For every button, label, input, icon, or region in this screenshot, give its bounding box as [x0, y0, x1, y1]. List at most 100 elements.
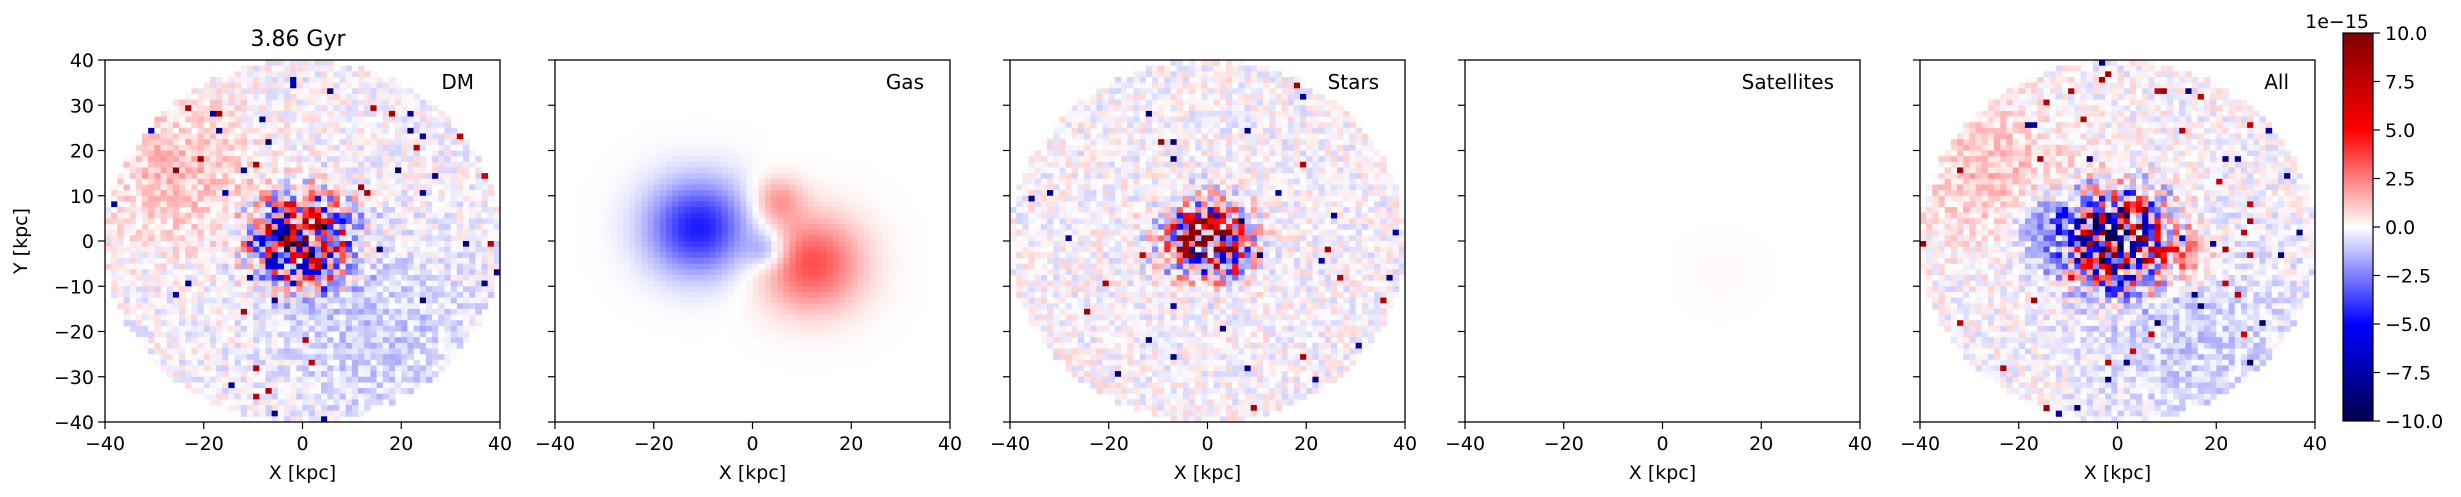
heatmap-cell	[438, 207, 445, 214]
heatmap-cell	[438, 122, 445, 129]
heatmap-cell	[296, 405, 303, 412]
heatmap-cell	[863, 167, 871, 174]
heatmap-cell	[333, 388, 340, 395]
heatmap-cell	[209, 376, 217, 383]
heatmap-cell	[783, 184, 790, 191]
heatmap-cell	[419, 359, 427, 366]
heatmap-cell	[160, 257, 168, 265]
heatmap-cell	[358, 156, 365, 163]
heatmap-cell	[172, 105, 180, 112]
heatmap-cell	[234, 382, 242, 389]
heatmap-cell	[172, 156, 180, 163]
heatmap-cell	[419, 144, 427, 151]
heatmap-cell	[758, 190, 766, 197]
heatmap-cell	[339, 161, 347, 168]
heatmap-cell	[672, 325, 679, 332]
heatmap-cell	[395, 257, 402, 265]
heatmap-cell	[246, 65, 254, 72]
heatmap-cell	[487, 257, 495, 265]
heatmap-cell	[666, 297, 673, 304]
heatmap-cell	[197, 122, 205, 129]
heatmap-cell	[160, 314, 168, 321]
heatmap-cell	[203, 376, 211, 383]
heatmap-cell	[191, 274, 198, 281]
heatmap-cell	[123, 218, 131, 225]
figure-title: 3.86 Gyr	[250, 27, 346, 52]
heatmap-cell	[246, 308, 254, 315]
heatmap-cell	[308, 274, 316, 281]
heatmap-cell	[370, 99, 377, 106]
heatmap-cell	[758, 224, 766, 231]
heatmap-cell	[752, 229, 760, 236]
heatmap-cell	[777, 184, 784, 191]
heatmap-cell	[826, 241, 834, 248]
heatmap-cell	[432, 297, 439, 304]
heatmap-cell	[395, 178, 402, 185]
heatmap-cell	[327, 105, 334, 112]
heatmap-cell	[659, 173, 667, 180]
heatmap-cell	[283, 365, 291, 372]
heatmap-cell	[585, 274, 593, 281]
heatmap-cell	[339, 105, 347, 112]
heatmap-cell	[814, 303, 821, 310]
heatmap-cell	[432, 246, 439, 253]
heatmap-cell	[727, 257, 735, 265]
heatmap-cell	[302, 337, 310, 344]
heatmap-cell	[659, 178, 667, 185]
heatmap-cell	[801, 354, 809, 361]
heatmap-cell	[814, 354, 821, 361]
heatmap-cell	[148, 212, 155, 219]
heatmap-cell	[191, 303, 198, 310]
heatmap-cell	[253, 365, 260, 372]
heatmap-cell	[321, 410, 328, 417]
heatmap-cell	[783, 201, 790, 208]
heatmap-cell	[259, 365, 266, 372]
heatmap-cell	[721, 127, 729, 134]
heatmap-cell	[358, 173, 365, 180]
heatmap-cell	[622, 167, 630, 174]
heatmap-cell	[358, 161, 365, 168]
heatmap-cell	[808, 365, 815, 372]
heatmap-cell	[863, 224, 871, 231]
heatmap-cell	[351, 110, 359, 117]
heatmap-cell	[222, 139, 229, 146]
heatmap-cell	[456, 337, 464, 344]
heatmap-cell	[746, 331, 753, 338]
heatmap-cell	[647, 178, 655, 185]
heatmap-cell	[209, 110, 217, 117]
heatmap-cell	[727, 303, 735, 310]
heatmap-cell	[703, 224, 710, 231]
heatmap-cell	[659, 184, 667, 191]
heatmap-cell	[302, 184, 310, 191]
heatmap-cell	[475, 195, 482, 202]
heatmap-cell	[493, 241, 501, 248]
heatmap-cell	[771, 156, 778, 163]
heatmap-cell	[191, 184, 198, 191]
heatmap-cell	[789, 291, 797, 298]
heatmap-cell	[715, 133, 723, 140]
heatmap-cell	[290, 150, 297, 157]
heatmap-cell	[659, 133, 667, 140]
heatmap-cell	[160, 212, 168, 219]
heatmap-cell	[672, 224, 679, 231]
heatmap-cell	[148, 331, 155, 338]
heatmap-cell	[703, 190, 710, 197]
heatmap-cell	[814, 263, 821, 270]
heatmap-cell	[333, 399, 340, 406]
heatmap-cell	[752, 195, 760, 202]
heatmap-cell	[746, 184, 753, 191]
heatmap-cell	[610, 274, 618, 281]
heatmap-cell	[838, 286, 846, 293]
heatmap-cell	[265, 93, 273, 100]
heatmap-cell	[253, 195, 260, 202]
heatmap-cell	[814, 190, 821, 197]
heatmap-cell	[838, 303, 846, 310]
heatmap-cell	[222, 280, 229, 287]
heatmap-cell	[826, 359, 834, 366]
heatmap-cell	[265, 280, 273, 287]
heatmap-cell	[160, 331, 168, 338]
heatmap-cell	[376, 235, 384, 242]
heatmap-cell	[746, 224, 753, 231]
heatmap-cell	[715, 252, 723, 259]
heatmap-cell	[191, 286, 198, 293]
